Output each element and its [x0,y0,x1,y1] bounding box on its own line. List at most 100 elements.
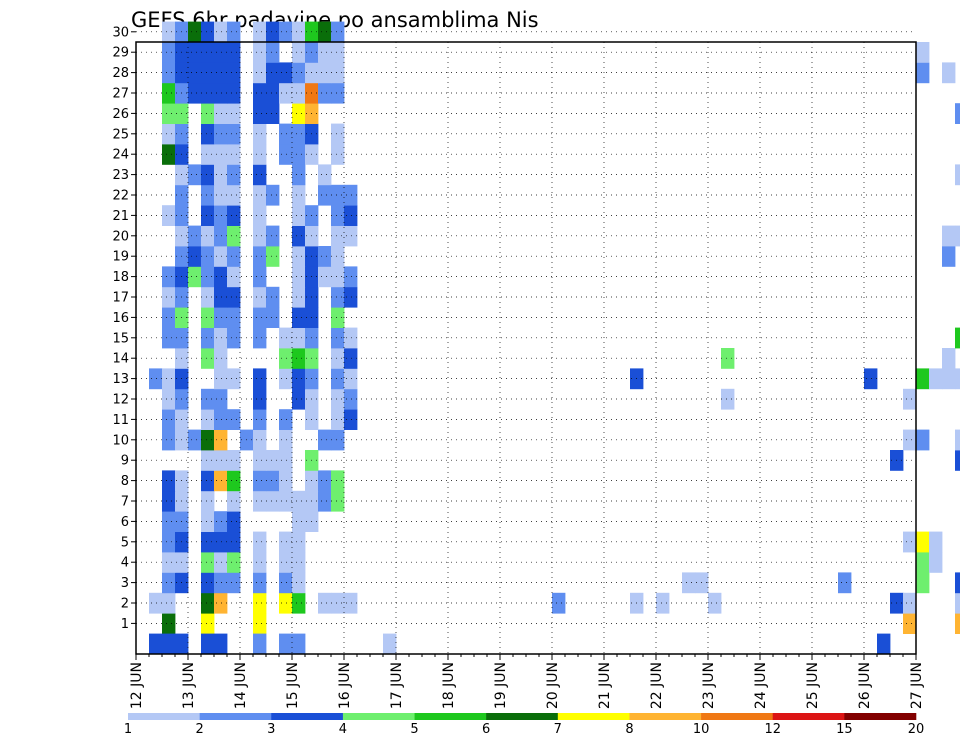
cell-r13-d1.75 [227,368,241,390]
cell-r4-d2.25 [253,552,267,573]
x-tick-label: 20 JUN [545,662,561,709]
cell-r10-d3.75 [331,429,345,451]
cell-r23-d2.25 [253,164,267,186]
cell-r2-d4 [344,592,358,614]
cell-r29-d3 [292,42,306,63]
cell-r26-d1.5 [214,103,228,124]
cell-r25-d1.25 [201,123,215,145]
cell-r1-d15.75 [955,613,960,634]
cell-r29-d3.75 [331,42,345,63]
cell-r14-d2.75 [279,348,293,369]
cell-r12-d2.25 [253,388,267,410]
y-tick-label: 9 [121,454,129,469]
colorbar-swatch [342,713,415,720]
cell-r26-d1.25 [201,103,215,124]
cell-r1-d14.75 [903,613,917,634]
cell-r22-d1.75 [227,184,241,206]
cell-r30-d0.5 [162,21,176,43]
heatmap-cells [149,21,960,655]
cell-r13-d3 [292,368,306,390]
cell-r25-d1.5 [214,123,228,145]
cell-r12-d3 [292,388,306,410]
cell-r26-d0.5 [162,103,176,124]
cell-r15-d3 [292,327,306,349]
y-tick-label: 2 [121,597,129,612]
cell-r2-d2.25 [253,592,267,614]
cell-r0-d4.75 [383,633,397,655]
cell-r17-d3 [292,286,306,308]
colorbar-swatch [128,713,200,720]
cell-r20-d1.5 [214,225,228,247]
cell-r15-d15.75 [955,327,960,349]
colorbar-swatch [486,713,559,720]
cell-r16-d0.5 [162,307,176,328]
cell-r27-d1.75 [227,82,241,104]
cell-r9-d15.75 [955,450,960,471]
cell-r8-d2.25 [253,470,267,492]
colorbar-tick-label: 10 [693,722,710,737]
cell-r5-d3 [292,531,306,553]
cell-r24-d1.25 [201,144,215,165]
cell-r13-d15.5 [942,368,956,390]
cell-r3-d15 [916,572,930,594]
cell-r16-d1.25 [201,307,215,328]
y-tick-label: 12 [112,393,129,408]
cell-r30-d3 [292,21,306,43]
cell-r17-d2.5 [266,286,280,308]
cell-r18-d1 [188,266,202,288]
cell-r4-d1.5 [214,552,228,573]
cell-r10-d0.5 [162,429,176,451]
colorbar-swatch [271,713,344,720]
cell-r22-d3.5 [318,184,332,206]
cell-r11-d1.75 [227,409,241,430]
colorbar-swatch [701,713,774,720]
cell-r21-d4 [344,205,358,226]
cell-r28-d1 [188,62,202,84]
colorbar-tick-label: 8 [625,722,633,737]
cell-r4-d1.25 [201,552,215,573]
cell-r23-d3.5 [318,164,332,186]
y-tick-label: 18 [112,270,129,285]
cell-r28-d15.5 [942,62,956,84]
cell-r15-d0.5 [162,327,176,349]
y-tick-label: 6 [121,515,129,530]
y-tick-label: 14 [112,352,129,367]
cell-r25-d1.75 [227,123,241,145]
cell-r4-d2.75 [279,552,293,573]
cell-r12-d4 [344,388,358,410]
cell-r1-d0.5 [162,613,176,634]
x-tick-label: 22 JUN [649,662,665,709]
cell-r9-d2.5 [266,450,280,471]
cell-r9-d2.75 [279,450,293,471]
cell-r3-d1.5 [214,572,228,594]
y-tick-label: 28 [112,66,129,81]
cell-r7-d2.5 [266,490,280,512]
cell-r0-d1.25 [201,633,215,655]
cell-r0-d0.5 [162,633,176,655]
cell-r20-d2.25 [253,225,267,247]
cell-r28-d0.5 [162,62,176,84]
cell-r30-d1.25 [201,21,215,43]
cell-r16-d2.25 [253,307,267,328]
cell-r23-d1.75 [227,164,241,186]
cell-r16-d3.75 [331,307,345,328]
colorbar-swatch [414,713,487,720]
cell-r30-d2.5 [266,21,280,43]
cell-r0-d3 [292,633,306,655]
cell-r14-d3.75 [331,348,345,369]
cell-r2-d8 [552,592,566,614]
cell-r24-d3.75 [331,144,345,165]
cell-r15-d1.25 [201,327,215,349]
cell-r3-d2.75 [279,572,293,594]
cell-r12-d11.25 [721,388,735,410]
cell-r21-d3 [292,205,306,226]
cell-r20-d3 [292,225,306,247]
cell-r8-d2.75 [279,470,293,492]
cell-r13-d2.25 [253,368,267,390]
cell-r1-d1.25 [201,613,215,634]
cell-r20-d1.75 [227,225,241,247]
cell-r22-d1.5 [214,184,228,206]
x-tick-label: 13 JUN [181,662,197,709]
cell-r28-d3 [292,62,306,84]
